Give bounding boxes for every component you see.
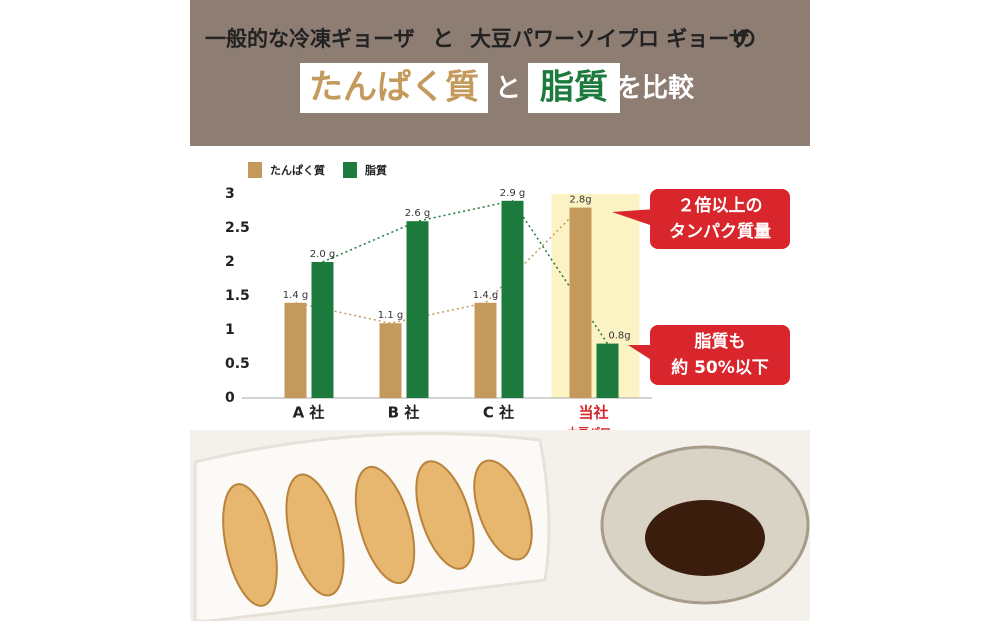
trend-line [295,207,582,324]
callout-pointer [628,345,656,363]
title-text: 大豆パワーソイプロ ギョーザ [470,27,750,51]
title-text: の [734,27,756,52]
callout-text: 脂質も [695,331,746,352]
y-tick-label: 1 [225,322,235,338]
bar [596,343,619,398]
banner [190,0,810,146]
x-tick-label: C 社 [483,404,514,422]
photo [190,430,810,621]
trend-line [322,199,609,345]
subtitle-text: と [495,74,521,104]
bar [284,302,307,398]
y-tick-label: 0.5 [225,356,250,372]
value-label: 0.8g [608,331,630,342]
gyoza [354,465,416,585]
callout-text: 約 50%以下 [671,357,769,378]
y-tick-label: 2 [225,254,235,270]
bar [474,302,497,398]
value-label: 2.0 g [310,249,335,260]
title-text: と [432,27,454,52]
gyoza [473,459,533,561]
callout-text: ２倍以上の [678,195,763,216]
subtitle-text: を比較 [616,73,695,104]
x-tick-label: 当社 [578,404,608,422]
subtitle-text: たんぱく質 [309,68,479,108]
bar [406,221,429,398]
value-label: 1.4 g [283,290,308,301]
value-label: 1.4 g [473,290,498,301]
callout [650,325,790,385]
gyoza [285,473,345,597]
sauce [645,500,765,576]
title-group: 一般的な冷凍ギョーザと大豆パワーソイプロ ギョーザのたんぱく質と脂質 を比較 [205,27,756,113]
bar [311,262,334,398]
y-tick-label: 3 [225,186,235,202]
legend-swatch [343,162,357,178]
value-label: 2.8g [569,195,591,206]
subtitle-box [300,63,488,113]
value-label: 2.6 g [405,208,430,219]
y-tick-label: 0 [225,390,235,406]
bar [501,200,524,398]
x-tick-label: A 社 [293,404,325,422]
gyoza-group [222,459,533,607]
x-tick-label: B 社 [388,404,420,422]
subtitle-box [528,63,620,113]
subtitle-text: 脂質 [540,68,608,108]
legend-swatch [248,162,262,178]
callout [650,189,790,249]
title-text: 一般的な冷凍ギョーザ [205,27,415,51]
callout-text: タンパク質量 [669,221,771,242]
gyoza [415,460,475,570]
y-tick-label: 1.5 [225,288,250,304]
bar [379,323,402,398]
highlight [551,194,640,398]
value-label: 1.1 g [378,310,403,321]
bar [569,207,592,398]
value-label: 2.9 g [500,188,525,199]
y-tick-label: 2.5 [225,220,250,236]
legend-label: 脂質 [364,163,387,177]
gyoza [222,483,278,607]
legend-label: たんぱく質 [270,163,325,177]
callout-pointer [612,209,656,227]
